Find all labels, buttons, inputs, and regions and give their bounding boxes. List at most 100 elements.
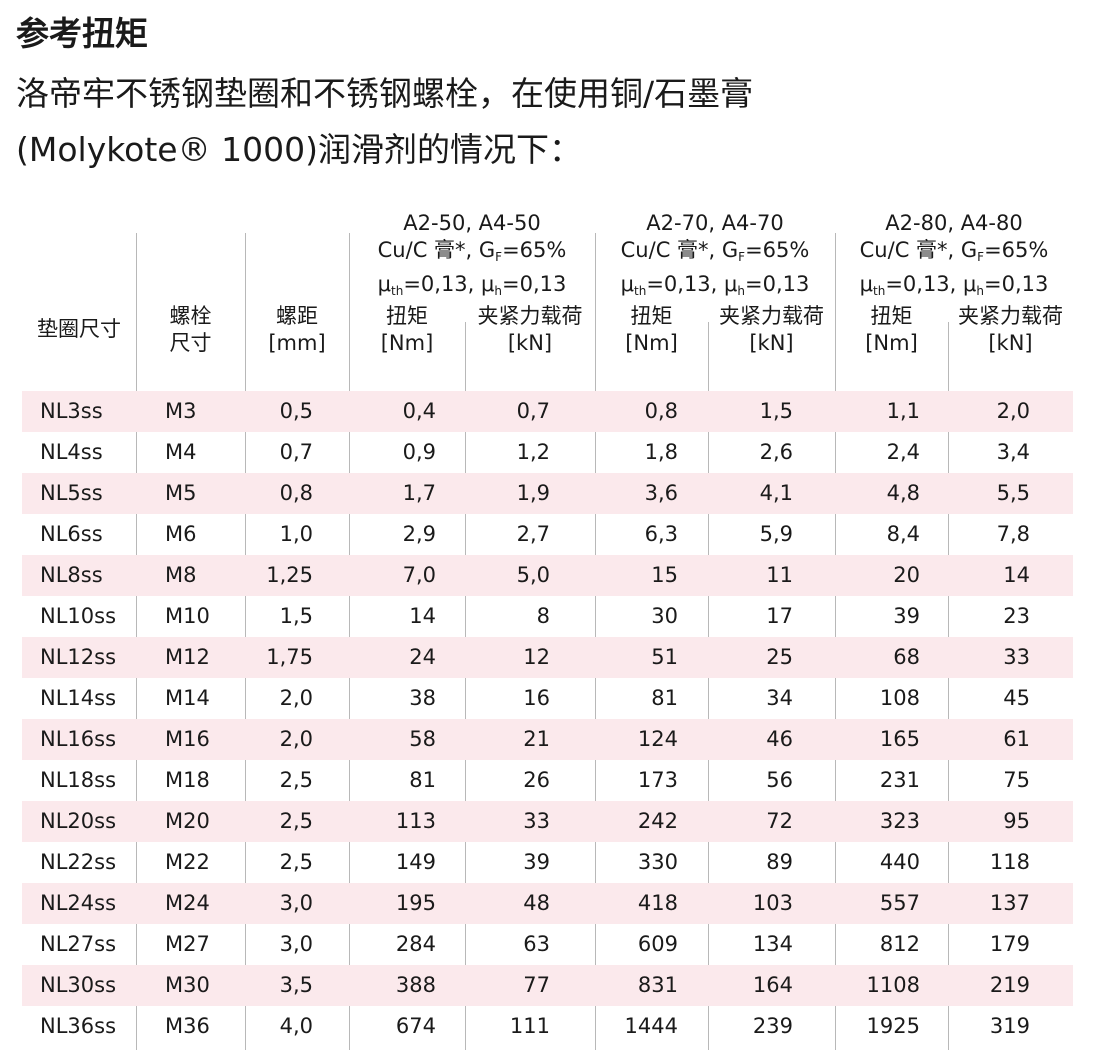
cell-pitch: 4,0 <box>279 1014 313 1038</box>
cell-clamp-a80: 14 <box>1003 563 1030 587</box>
cell-clamp-a70: 11 <box>766 563 793 587</box>
table-row: NL20ss M20 2,5 113 33 242 72 323 95 <box>22 801 1073 842</box>
cell-clamp-a80: 118 <box>989 850 1030 874</box>
cell-torque-a80: 20 <box>893 563 920 587</box>
table-row: NL36ss M36 4,0 674 111 1444 239 1925 319 <box>22 1006 1073 1047</box>
header-grade-group: A2-70, A4-70 Cu/C 膏*, GF=65% μth=0,13, μ… <box>595 210 835 305</box>
cell-torque-a50: 388 <box>395 973 436 997</box>
cell-clamp-a70: 56 <box>766 768 793 792</box>
cell-clamp-a70: 164 <box>752 973 793 997</box>
cell-torque-a70: 6,3 <box>644 522 678 546</box>
paste-label: Cu/C 膏*, GF=65% <box>859 238 1049 264</box>
cell-clamp-a70: 25 <box>766 645 793 669</box>
header-grade-group: A2-80, A4-80 Cu/C 膏*, GF=65% μth=0,13, μ… <box>835 210 1073 305</box>
paste-label: Cu/C 膏*, GF=65% <box>377 238 567 264</box>
cell-torque-a70: 831 <box>637 973 678 997</box>
page-title: 参考扭矩 <box>16 14 148 53</box>
cell-clamp-a50: 1,2 <box>516 440 550 464</box>
cell-clamp-a50: 2,7 <box>516 522 550 546</box>
cell-torque-a80: 323 <box>879 809 920 833</box>
cell-clamp-a50: 5,0 <box>516 563 550 587</box>
cell-torque-a80: 108 <box>879 686 920 710</box>
cell-bolt-size: M20 <box>165 809 210 833</box>
cell-bolt-size: M27 <box>165 932 210 956</box>
cell-torque-a80: 1,1 <box>886 399 920 423</box>
cell-pitch: 3,5 <box>279 973 313 997</box>
subtitle-line-2: (Molykote® 1000)润滑剂的情况下： <box>16 130 582 169</box>
cell-clamp-a50: 26 <box>523 768 550 792</box>
cell-torque-a80: 165 <box>879 727 920 751</box>
friction-label: μth=0,13, μh=0,13 <box>859 272 1049 298</box>
grade-label: A2-50, A4-50 <box>403 211 541 235</box>
cell-torque-a50: 0,9 <box>402 440 436 464</box>
cell-clamp-a50: 12 <box>523 645 550 669</box>
cell-clamp-a70: 72 <box>766 809 793 833</box>
cell-bolt-size: M14 <box>165 686 210 710</box>
cell-clamp-a50: 1,9 <box>516 481 550 505</box>
cell-clamp-a80: 95 <box>1003 809 1030 833</box>
cell-bolt-size: M22 <box>165 850 210 874</box>
table-row: NL5ss M5 0,8 1,7 1,9 3,6 4,1 4,8 5,5 <box>22 473 1073 514</box>
table-row: NL27ss M27 3,0 284 63 609 134 812 179 <box>22 924 1073 965</box>
cell-torque-a80: 557 <box>879 891 920 915</box>
cell-bolt-size: M30 <box>165 973 210 997</box>
cell-clamp-a80: 33 <box>1003 645 1030 669</box>
cell-torque-a70: 15 <box>651 563 678 587</box>
cell-torque-a50: 0,4 <box>402 399 436 423</box>
cell-washer-size: NL20ss <box>40 809 117 833</box>
cell-clamp-a50: 16 <box>523 686 550 710</box>
cell-clamp-a50: 63 <box>523 932 550 956</box>
cell-clamp-a70: 5,9 <box>759 522 793 546</box>
header-bolt-size: 螺栓 尺寸 <box>136 303 245 357</box>
cell-torque-a50: 14 <box>409 604 436 628</box>
cell-clamp-a80: 23 <box>1003 604 1030 628</box>
cell-torque-a50: 2,9 <box>402 522 436 546</box>
column-divider <box>708 322 709 1050</box>
cell-clamp-a80: 2,0 <box>996 399 1030 423</box>
cell-pitch: 0,5 <box>279 399 313 423</box>
cell-clamp-a70: 103 <box>752 891 793 915</box>
cell-clamp-a80: 319 <box>989 1014 1030 1038</box>
table-row: NL16ss M16 2,0 58 21 124 46 165 61 <box>22 719 1073 760</box>
cell-torque-a70: 609 <box>637 932 678 956</box>
header-clamp: 夹紧力载荷 [kN] <box>465 303 595 357</box>
cell-clamp-a70: 1,5 <box>759 399 793 423</box>
cell-clamp-a80: 179 <box>989 932 1030 956</box>
header-clamp-line2: [kN] <box>507 331 553 355</box>
cell-torque-a70: 0,8 <box>644 399 678 423</box>
cell-washer-size: NL14ss <box>40 686 117 710</box>
friction-label: μth=0,13, μh=0,13 <box>620 272 810 298</box>
cell-torque-a70: 1444 <box>624 1014 678 1038</box>
cell-torque-a70: 1,8 <box>644 440 678 464</box>
cell-torque-a70: 3,6 <box>644 481 678 505</box>
table-row: NL14ss M14 2,0 38 16 81 34 108 45 <box>22 678 1073 719</box>
header-clamp: 夹紧力载荷 [kN] <box>948 303 1073 357</box>
cell-torque-a50: 24 <box>409 645 436 669</box>
cell-clamp-a80: 219 <box>989 973 1030 997</box>
cell-pitch: 0,7 <box>279 440 313 464</box>
cell-washer-size: NL27ss <box>40 932 117 956</box>
cell-clamp-a50: 33 <box>523 809 550 833</box>
cell-washer-size: NL36ss <box>40 1014 117 1038</box>
cell-pitch: 3,0 <box>279 932 313 956</box>
cell-washer-size: NL16ss <box>40 727 117 751</box>
cell-clamp-a70: 34 <box>766 686 793 710</box>
cell-torque-a50: 674 <box>395 1014 436 1038</box>
header-pitch: 螺距 [mm] <box>245 303 349 357</box>
cell-bolt-size: M3 <box>165 399 197 423</box>
cell-torque-a80: 812 <box>879 932 920 956</box>
cell-torque-a50: 58 <box>409 727 436 751</box>
cell-washer-size: NL6ss <box>40 522 103 546</box>
header-torque-line2: [Nm] <box>625 331 678 355</box>
cell-torque-a80: 1108 <box>866 973 920 997</box>
header-bolt-line2: 尺寸 <box>169 331 212 355</box>
header-clamp-line1: 夹紧力载荷 <box>958 304 1063 328</box>
cell-clamp-a70: 239 <box>752 1014 793 1038</box>
cell-clamp-a50: 21 <box>523 727 550 751</box>
cell-torque-a50: 7,0 <box>402 563 436 587</box>
cell-torque-a80: 4,8 <box>886 481 920 505</box>
cell-clamp-a50: 77 <box>523 973 550 997</box>
table-row: NL10ss M10 1,5 14 8 30 17 39 23 <box>22 596 1073 637</box>
cell-torque-a70: 418 <box>637 891 678 915</box>
cell-washer-size: NL12ss <box>40 645 117 669</box>
